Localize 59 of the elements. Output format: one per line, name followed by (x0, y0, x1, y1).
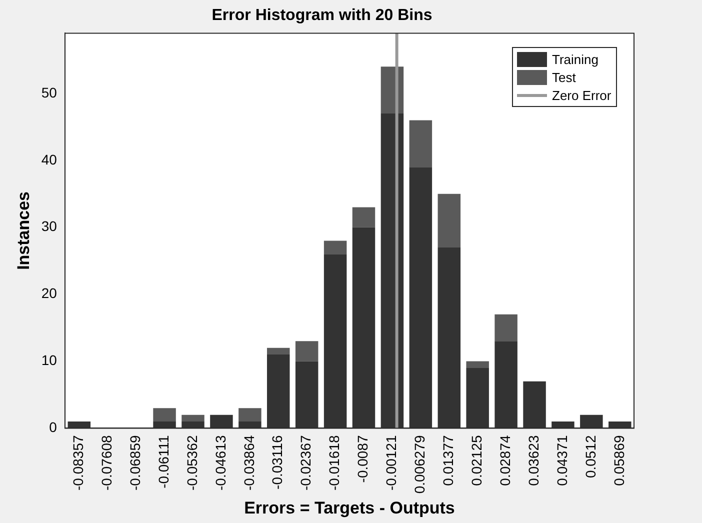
x-tick-label: -0.00121 (383, 435, 400, 490)
x-tick-label: -0.06859 (126, 435, 143, 490)
legend-label: Test (552, 70, 576, 85)
x-tick-label: 0.05869 (610, 434, 627, 486)
bar (438, 247, 461, 428)
legend-label: Zero Error (552, 88, 612, 103)
legend-label: Training (552, 52, 598, 67)
y-tick-label: 20 (41, 285, 58, 302)
bar (238, 422, 262, 428)
bar (552, 422, 574, 428)
y-tick-label: 10 (41, 352, 58, 368)
bar (352, 227, 376, 428)
bar (438, 194, 461, 248)
bar (295, 361, 318, 428)
x-tick-label: -0.08357 (70, 435, 86, 490)
x-tick-label: -0.0087 (354, 434, 371, 483)
bar (182, 414, 204, 422)
bar (153, 408, 176, 422)
bar (238, 408, 262, 422)
x-tick-label: -0.05362 (184, 435, 200, 490)
x-tick-label: -0.06111 (155, 435, 172, 488)
bar (608, 422, 632, 428)
bar (580, 414, 603, 428)
bar (494, 341, 518, 428)
chart-title: Error Histogram with 20 Bins (212, 7, 432, 24)
y-tick-label: 50 (41, 84, 58, 100)
x-tick-label: 0.02125 (468, 434, 484, 486)
bar (182, 422, 204, 428)
y-tick-label: 30 (41, 218, 58, 234)
x-axis-title: Errors = Targets - Outputs (244, 498, 455, 518)
x-tick-label: 0.04371 (554, 434, 570, 486)
bar (266, 354, 290, 428)
x-tick-label: 0.01377 (440, 434, 456, 486)
bar (324, 240, 347, 254)
y-axis-title: Instances (14, 191, 33, 270)
bar (494, 314, 518, 342)
x-tick-label: 0.006279 (412, 435, 428, 494)
x-tick-label: -0.02367 (298, 435, 314, 490)
x-tick-label: -0.01618 (326, 435, 342, 490)
bar (153, 422, 176, 428)
bar (352, 207, 376, 228)
x-tick-label: -0.07608 (98, 435, 114, 490)
y-tick-label: 40 (41, 151, 58, 168)
x-tick-label: -0.04613 (212, 435, 228, 490)
x-tick-label: 0.03623 (525, 434, 542, 486)
x-tick-label: 0.0512 (582, 435, 598, 478)
x-tick-label: -0.03116 (269, 435, 286, 490)
bar (409, 120, 432, 168)
bar (466, 368, 489, 428)
bar (324, 254, 347, 428)
bar (210, 414, 233, 428)
bar (295, 341, 318, 362)
x-tick-label: -0.03864 (240, 435, 257, 490)
bar (266, 348, 290, 355)
bar (466, 361, 489, 368)
bar (409, 167, 432, 428)
bar (523, 381, 546, 428)
x-tick-label: 0.02874 (496, 434, 513, 486)
y-tick-label: 0 (49, 419, 58, 436)
